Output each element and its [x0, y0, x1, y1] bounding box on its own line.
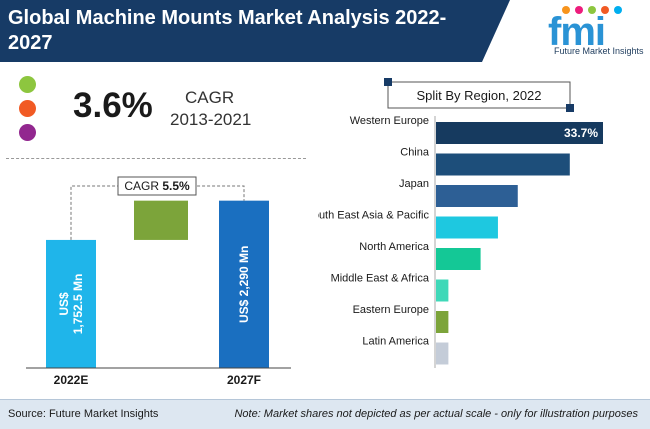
logo-dot — [588, 6, 596, 14]
cagr-value: 3.6% — [73, 86, 153, 125]
logo-dot — [601, 6, 609, 14]
region-label-western-europe: Western Europe — [350, 115, 429, 127]
logo-dots — [562, 6, 632, 18]
region-label-eastern-europe: Eastern Europe — [353, 304, 429, 316]
value-bar-2027f — [219, 200, 269, 368]
title-corner-marker — [384, 78, 392, 86]
title-corner-marker — [566, 104, 574, 112]
region-title-box — [387, 81, 571, 109]
value-bar-label: US$ 2,290 Mn — [237, 246, 251, 323]
region-label-south-east-asia-pacific: South East Asia & Pacific — [318, 210, 429, 222]
fmi-logo: fmi Future Market Insights — [548, 6, 644, 58]
logo-dot — [575, 6, 583, 14]
region-bar-middle-east-africa — [436, 279, 449, 302]
region-label-middle-east-africa: Middle East & Africa — [331, 273, 430, 285]
region-label-china: China — [400, 147, 430, 159]
header-banner: Global Machine Mounts Market Analysis 20… — [0, 0, 650, 62]
section-divider — [6, 158, 306, 159]
cagr-annotation-box — [117, 176, 197, 196]
page-title: Global Machine Mounts Market Analysis 20… — [8, 6, 488, 56]
page-title-line2: 2027 — [8, 32, 53, 54]
cagr-dot — [19, 76, 36, 93]
cagr-period: 2013-2021 — [170, 110, 252, 129]
value-bar-label: US$1,752.5 Mn — [57, 274, 85, 335]
logo-subtitle: Future Market Insights — [554, 46, 644, 56]
cagr-dot — [19, 124, 36, 141]
footer-source: Source: Future Market Insights — [8, 408, 159, 420]
value-bar-2022e — [46, 239, 96, 368]
region-bar-latin-america — [436, 342, 449, 365]
footer-bar: Source: Future Market Insights Note: Mar… — [0, 399, 650, 429]
market-value-chart: US$1,752.5 Mn 2022E US$ 2,290 Mn 2027F CAGR … — [26, 176, 291, 387]
region-label-latin-america: Latin America — [362, 336, 430, 348]
region-bar-western-europe — [436, 122, 603, 144]
page-title-line1: Global Machine Mounts Market Analysis 20… — [8, 7, 447, 29]
region-label-japan: Japan — [399, 178, 429, 190]
region-bar-eastern-europe — [436, 311, 449, 333]
region-bar-north-america — [436, 248, 481, 270]
region-split-chart: Split By Region, 2022 Western Europe 33.7… — [318, 78, 603, 368]
logo-dot — [614, 6, 622, 14]
region-bar-china — [436, 153, 570, 176]
logo-text: fmi — [548, 10, 606, 54]
region-chart-title: Split By Region, 2022 — [416, 88, 541, 103]
growth-block — [134, 200, 188, 240]
region-bar-japan — [436, 185, 518, 207]
cagr-annotation: CAGR 5.5% — [124, 179, 190, 193]
region-label-north-america: North America — [359, 241, 430, 253]
cagr-dot — [19, 100, 36, 117]
header-background — [0, 0, 510, 62]
region-data-label: 33.7% — [564, 126, 598, 140]
footer-note: Note: Market shares not depicted as per … — [234, 408, 638, 420]
category-label: 2027F — [227, 373, 261, 387]
region-bar-south-east-asia-pacific — [436, 216, 498, 239]
cagr-label: CAGR — [185, 88, 235, 107]
logo-dot — [562, 6, 570, 14]
category-label: 2022E — [54, 373, 89, 387]
